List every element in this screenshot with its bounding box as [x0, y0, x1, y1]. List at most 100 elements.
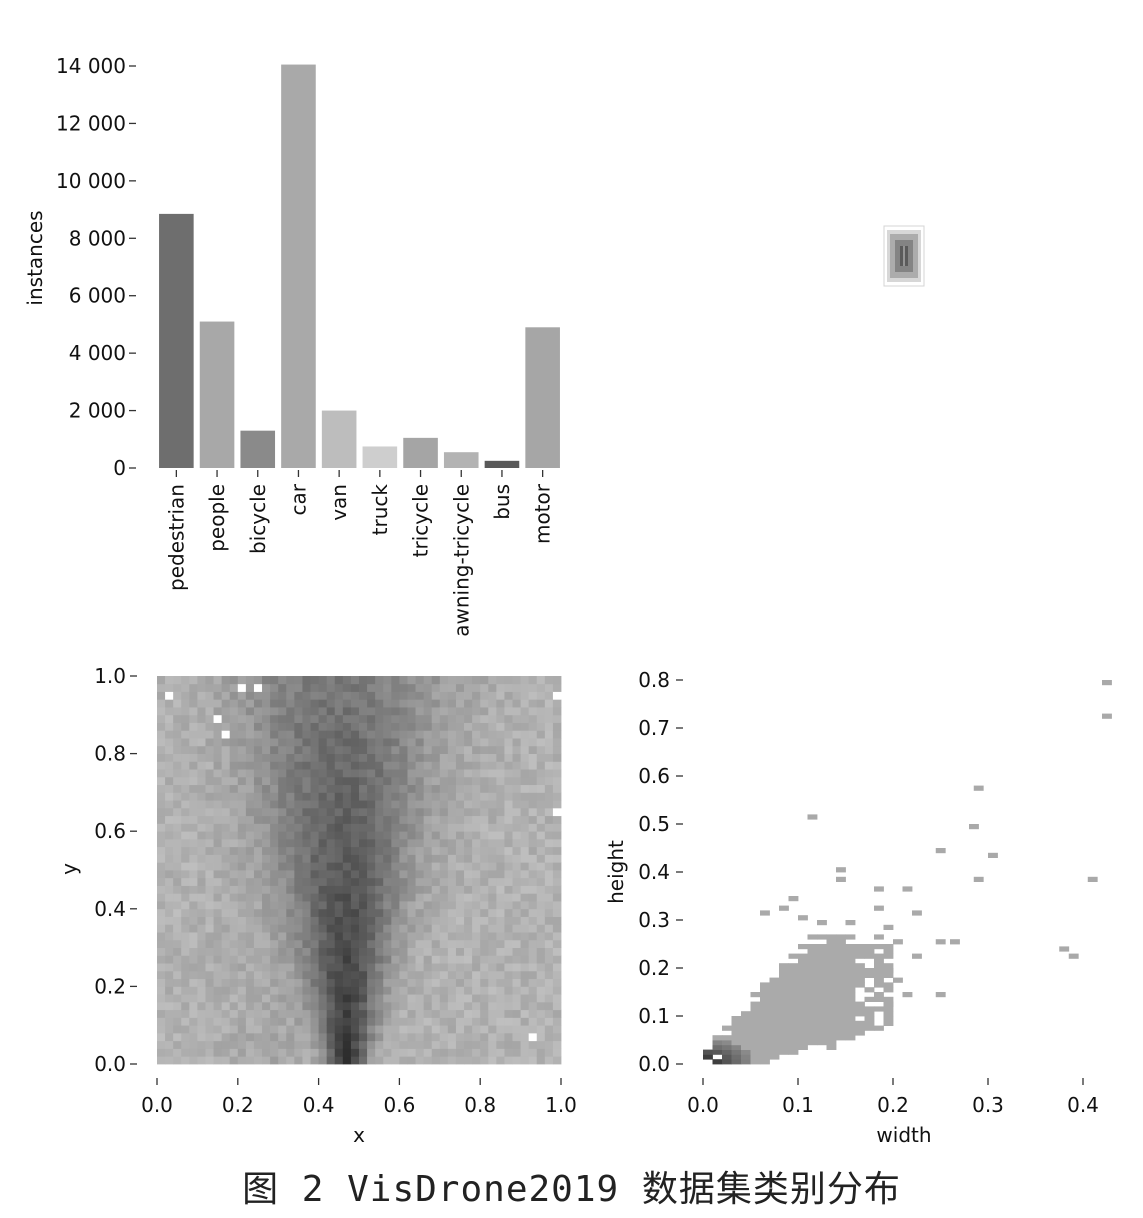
xy-heatmap-cell — [213, 893, 223, 902]
xy-heatmap-cell — [488, 908, 497, 917]
xy-heatmap-cell — [245, 745, 255, 754]
xy-heatmap-cell — [173, 815, 182, 824]
xy-heatmap-cell — [496, 862, 505, 871]
xy-heatmap-cell — [536, 1017, 546, 1026]
xy-heatmap-cell — [326, 924, 336, 933]
xy-heatmap-cell — [181, 838, 190, 848]
xy-heatmap-cell — [455, 893, 465, 902]
xy-heatmap-cell — [407, 986, 416, 995]
xy-heatmap-cell — [431, 893, 441, 902]
xy-heatmap-cell — [472, 1025, 481, 1034]
xy-heatmap-cell — [439, 870, 449, 879]
xy-heatmap-cell — [213, 738, 223, 747]
xy-heatmap-cell — [189, 986, 198, 995]
xy-heatmap-cell — [342, 738, 352, 747]
xy-heatmap-cell — [439, 691, 449, 700]
xy-heatmap-cell — [496, 994, 505, 1003]
xy-heatmap-cell — [528, 676, 538, 685]
xy-heatmap-cell — [407, 683, 416, 692]
xy-heatmap-cell — [221, 870, 231, 879]
xy-heatmap-cell — [173, 1040, 182, 1049]
xy-heatmap-cell — [488, 862, 497, 871]
xy-heatmap-cell — [367, 738, 376, 747]
xy-heatmap-cell — [173, 691, 182, 700]
xy-heatmap-cell — [375, 838, 384, 848]
xy-heatmap-cell — [326, 699, 336, 708]
wh-heatmap-cell — [760, 1059, 770, 1065]
xy-heatmap-cell — [512, 815, 521, 824]
xy-heatmap-cell — [423, 877, 433, 886]
wh-heatmap-cell — [988, 852, 998, 858]
wh-heatmap-cell — [788, 1049, 799, 1055]
wh-heatmap-cell — [902, 992, 913, 998]
wh-heatmap-cell — [760, 987, 770, 993]
wh-heatmap-cell — [874, 1025, 884, 1031]
xy-heatmap-cell — [326, 776, 336, 786]
xy-heatmap-cell — [229, 1025, 239, 1034]
xy-heatmap-cell — [189, 963, 198, 972]
xy-heatmap-cell — [302, 939, 311, 948]
xy-heatmap-cell — [213, 831, 223, 840]
xy-heatmap-cell — [213, 1032, 223, 1042]
figure-caption: 图 2 VisDrone2019 数据集类别分布 — [242, 1169, 901, 1210]
xy-heatmap-cell — [359, 932, 368, 941]
xy-heatmap-cell — [237, 815, 247, 824]
xy-heatmap-cell — [455, 1017, 465, 1026]
xy-heatmap-cell — [221, 893, 231, 902]
xy-heatmap-cell — [342, 838, 352, 848]
xy-heatmap-cell — [262, 776, 271, 786]
xy-heatmap-cell — [359, 924, 368, 933]
xy-heatmap-cell — [245, 1056, 255, 1065]
xy-heatmap-cell — [181, 901, 190, 910]
xy-heatmap-cell — [318, 862, 328, 871]
xy-heatmap-cell — [157, 699, 166, 708]
xy-heatmap-cell — [181, 722, 190, 731]
xy-heatmap-cell — [375, 986, 384, 995]
xy-heatmap-cell — [318, 978, 328, 987]
xy-heatmap-cell — [536, 924, 546, 933]
wh-heatmap-cell — [874, 982, 884, 988]
xy-heatmap-cell — [270, 823, 279, 832]
xy-heatmap-cell — [407, 738, 416, 747]
xy-heatmap-cell — [520, 877, 530, 886]
xy-heatmap-cell — [367, 978, 376, 987]
xy-heatmap-cell — [447, 846, 457, 855]
xy-heatmap-cell — [302, 807, 311, 817]
xy-heatmap-cell — [334, 761, 344, 770]
xy-heatmap-cell — [520, 691, 530, 700]
xy-heatmap-cell — [237, 1001, 247, 1011]
xy-heatmap-cell — [504, 947, 513, 956]
xy-heatmap-cell — [512, 691, 521, 700]
xy-heatmap-cell — [286, 846, 295, 855]
xy-heatmap-cell — [278, 838, 287, 848]
xy-heatmap-cell — [375, 776, 384, 786]
xy-heatmap-cell — [350, 676, 360, 685]
xy-heatmap-cell — [407, 753, 416, 762]
xy-heatmap-cell — [197, 901, 206, 910]
wh-heatmap-cell — [741, 1035, 751, 1041]
xy-heatmap-cell — [262, 932, 271, 941]
xy-heatmap-cell — [504, 1032, 513, 1042]
xy-heatmap-cell — [536, 699, 546, 708]
xy-x-axis: 0.0 0.2 0.4 0.6 0.8 1.0 — [141, 1078, 577, 1117]
xy-heatmap-cell — [455, 854, 465, 863]
xy-heatmap-cell — [552, 947, 562, 956]
xy-heatmap-cell — [310, 893, 319, 902]
xy-heatmap-cell — [278, 994, 287, 1003]
wh-heatmap-cell — [712, 1049, 723, 1055]
wh-heatmap-cell — [807, 958, 818, 964]
xy-heatmap-cell — [391, 846, 400, 855]
xy-heatmap-cell — [399, 730, 408, 739]
xy-heatmap-cell — [181, 1048, 190, 1057]
xy-heatmap-cell — [528, 1056, 538, 1065]
xy-heatmap-cell — [181, 769, 190, 778]
xy-heatmap-cell — [245, 769, 255, 778]
xy-heatmap-cell — [229, 1032, 239, 1042]
xy-heatmap-cell — [342, 970, 352, 980]
wh-heatmap-cell — [817, 982, 827, 988]
xy-heatmap-cell — [415, 707, 425, 716]
xy-heatmap-cell — [391, 885, 400, 894]
xy-heatmap-cell — [326, 800, 336, 809]
xy-heatmap-cell — [544, 978, 554, 987]
xy-heatmap-cell — [375, 676, 384, 685]
